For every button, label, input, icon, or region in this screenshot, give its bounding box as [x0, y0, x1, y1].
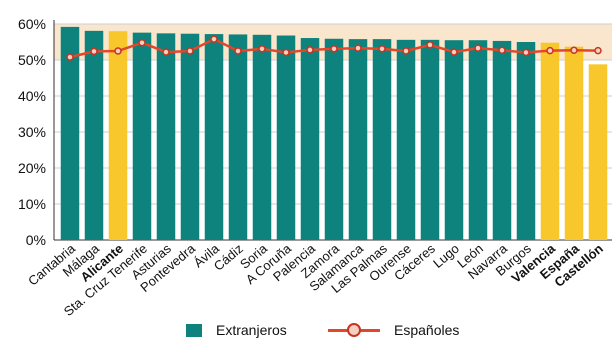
bar-16	[444, 40, 464, 241]
point-0	[66, 53, 74, 61]
y-tick-label: 20%	[18, 160, 46, 176]
point-12	[354, 44, 362, 52]
bar-6	[204, 34, 224, 240]
bar-21	[564, 46, 584, 241]
bar-0	[60, 26, 80, 240]
bar-2	[108, 31, 128, 241]
bar-3	[132, 32, 152, 240]
point-6	[210, 35, 218, 43]
legend-item-espanoles: Españoles	[328, 322, 459, 338]
point-8	[258, 45, 266, 53]
point-10	[306, 46, 314, 54]
bar-10	[300, 38, 320, 240]
point-19	[522, 48, 530, 57]
point-13	[378, 45, 386, 53]
y-tick-label: 10%	[18, 196, 46, 212]
bar-9	[276, 35, 296, 240]
bar-11	[324, 38, 344, 241]
bar-13	[372, 39, 392, 241]
legend-label-espanoles: Españoles	[394, 322, 460, 338]
point-3	[138, 38, 146, 47]
y-tick-label: 60%	[18, 16, 46, 32]
y-tick-label: 50%	[18, 52, 46, 68]
point-2	[114, 47, 122, 55]
point-7	[234, 47, 242, 55]
bar-15	[420, 39, 440, 241]
bar-18	[492, 40, 512, 240]
bar-17	[468, 40, 488, 241]
bar-5	[180, 33, 200, 240]
point-21	[570, 46, 578, 55]
point-11	[330, 45, 338, 53]
legend-swatch-espanoles	[328, 323, 380, 337]
point-22	[594, 46, 602, 55]
point-14	[402, 47, 410, 55]
bar-4	[156, 33, 176, 240]
legend-label-extranjeros: Extranjeros	[216, 322, 287, 338]
point-18	[498, 46, 506, 55]
point-5	[186, 47, 194, 55]
bar-20	[540, 42, 560, 240]
bar-12	[348, 39, 368, 241]
bar-1	[84, 30, 104, 241]
y-tick-label: 30%	[18, 124, 46, 140]
bar-14	[396, 39, 416, 241]
legend-item-extranjeros: Extranjeros	[186, 322, 287, 338]
bar-22	[588, 64, 608, 240]
point-15	[426, 41, 434, 49]
bar-7	[228, 34, 248, 240]
point-20	[546, 46, 554, 55]
y-tick-label: 40%	[18, 88, 46, 104]
point-16	[450, 48, 458, 56]
point-1	[90, 47, 98, 56]
point-4	[162, 48, 170, 56]
y-tick-label: 0%	[26, 232, 46, 248]
point-9	[282, 48, 290, 57]
point-17	[474, 44, 482, 52]
bar-19	[516, 42, 536, 240]
legend: Extranjeros Españoles	[0, 322, 615, 342]
bar-8	[252, 34, 272, 240]
legend-swatch-extranjeros	[186, 323, 202, 337]
